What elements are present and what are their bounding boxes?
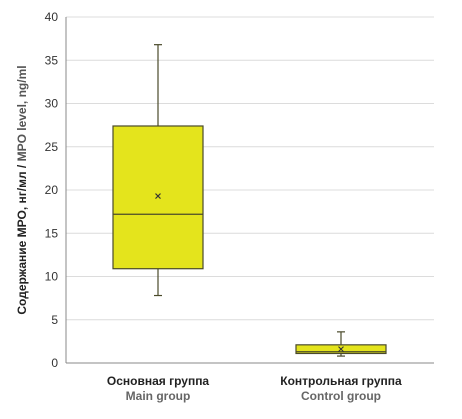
axes [65,17,434,364]
y-axis-title: Содержание МРО, нг/мл / MPO level, ng/ml [15,65,29,314]
y-tick-label: 5 [51,313,58,327]
y-tick-label: 25 [45,140,59,154]
box-group [112,44,204,297]
y-tick-label: 0 [51,356,58,370]
y-axis-title-ru: Содержание МРО, нг/мл [15,171,29,314]
y-axis-title-en: MPO level, ng/ml [15,65,29,161]
x-category-label-ru: Основная группа [107,374,210,388]
box-iqr [112,125,204,270]
y-tick-label: 30 [45,97,59,111]
y-axis-title-separator: / [15,161,29,171]
y-tick-label: 15 [45,226,59,240]
box-series [112,44,387,357]
mean-marker [338,346,344,353]
y-tick-label: 20 [45,183,59,197]
y-tick-label: 40 [45,10,59,24]
x-category-label-en: Main group [126,389,191,403]
mean-marker [155,193,161,199]
x-category-label-ru: Контрольная группа [280,374,402,388]
x-category-label-en: Control group [301,389,381,403]
y-tick-label: 10 [45,270,59,284]
y-tick-label: 35 [45,53,59,67]
box-group [295,331,387,357]
